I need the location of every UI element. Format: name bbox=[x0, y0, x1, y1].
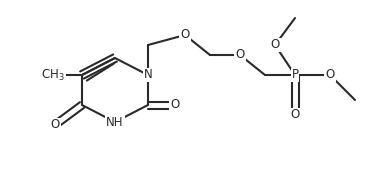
Text: O: O bbox=[235, 48, 244, 62]
Text: O: O bbox=[270, 39, 280, 51]
Text: N: N bbox=[144, 69, 152, 82]
Text: CH$_3$: CH$_3$ bbox=[41, 68, 65, 83]
Text: O: O bbox=[325, 69, 335, 82]
Text: O: O bbox=[171, 98, 180, 111]
Text: P: P bbox=[291, 69, 298, 82]
Text: NH: NH bbox=[106, 116, 124, 129]
Text: O: O bbox=[50, 118, 60, 132]
Text: O: O bbox=[181, 28, 190, 42]
Text: O: O bbox=[290, 109, 300, 122]
